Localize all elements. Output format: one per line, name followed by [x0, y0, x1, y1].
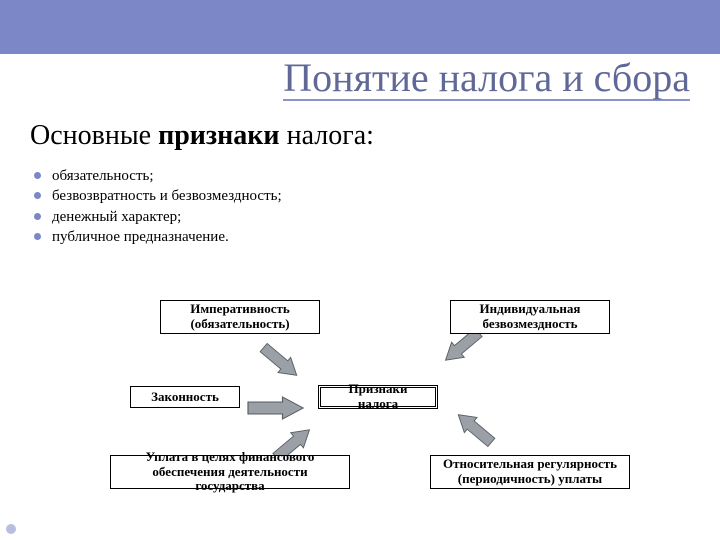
- list-item: публичное предназначение.: [34, 227, 690, 247]
- subtitle-bold: признаки: [158, 120, 280, 151]
- node-top-right: Индивидуальная безвозмездность: [450, 300, 610, 334]
- subtitle: Основные признаки налога:: [30, 120, 690, 152]
- node-left: Законность: [130, 386, 240, 408]
- corner-dot-icon: [6, 524, 16, 534]
- title-bar: Понятие налога и сбора: [0, 54, 720, 104]
- node-bottom-left: Уплата в целях финансового обеспечения д…: [110, 455, 350, 489]
- diagram: Императивность (обязательность) Индивиду…: [70, 300, 650, 510]
- content-area: Основные признаки налога: обязательность…: [30, 120, 690, 247]
- bullet-list: обязательность; безвозвратность и безвоз…: [34, 166, 690, 247]
- subtitle-post: налога:: [280, 120, 374, 151]
- node-top-left: Императивность (обязательность): [160, 300, 320, 334]
- subtitle-pre: Основные: [30, 120, 158, 151]
- node-bottom-right: Относительная регулярность (периодичност…: [430, 455, 630, 489]
- node-center: Признаки налога: [318, 385, 438, 409]
- list-item: денежный характер;: [34, 207, 690, 227]
- page-title: Понятие налога и сбора: [283, 57, 690, 101]
- list-item: безвозвратность и безвозмездность;: [34, 186, 690, 206]
- list-item: обязательность;: [34, 166, 690, 186]
